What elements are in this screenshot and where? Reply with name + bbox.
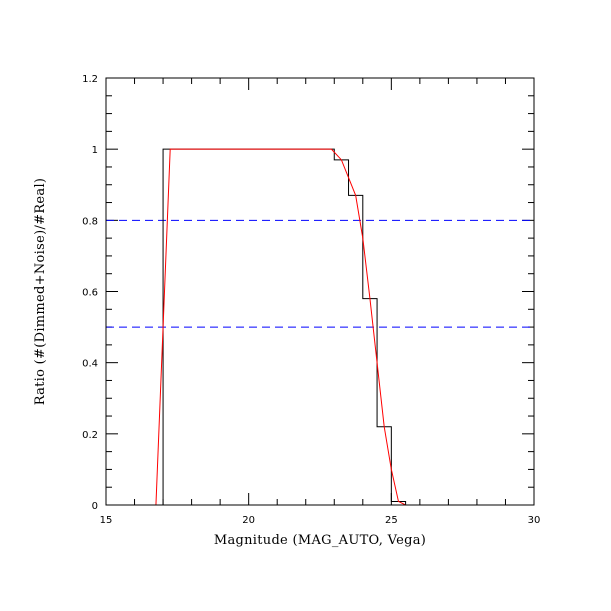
reference-lines — [106, 219, 534, 328]
y-tick-label: 0 — [92, 501, 98, 512]
x-tick-label: 25 — [385, 515, 398, 526]
y-tick-label: 0.6 — [82, 288, 98, 299]
y-tick-label: 1 — [92, 145, 98, 156]
x-tick-label: 20 — [242, 515, 255, 526]
y-tick-label: 0.4 — [82, 359, 98, 370]
y-tick-label: 0.8 — [82, 216, 98, 227]
y-tick-label: 1.2 — [82, 74, 98, 85]
x-tick-label: 15 — [100, 515, 113, 526]
y-tick-label: 0.2 — [82, 430, 98, 441]
plot-frame — [105, 77, 535, 506]
x-tick-label: 30 — [528, 515, 541, 526]
tick-labels: 15 20 25 30 0 0.2 0.4 0.6 0.8 1 1.2 — [82, 74, 540, 526]
ticks-layer — [105, 77, 535, 506]
x-axis-label: Magnitude (MAG_AUTO, Vega) — [214, 533, 426, 548]
y-axis-label: Ratio (#(Dimmed+Noise)/#Real) — [33, 178, 48, 406]
